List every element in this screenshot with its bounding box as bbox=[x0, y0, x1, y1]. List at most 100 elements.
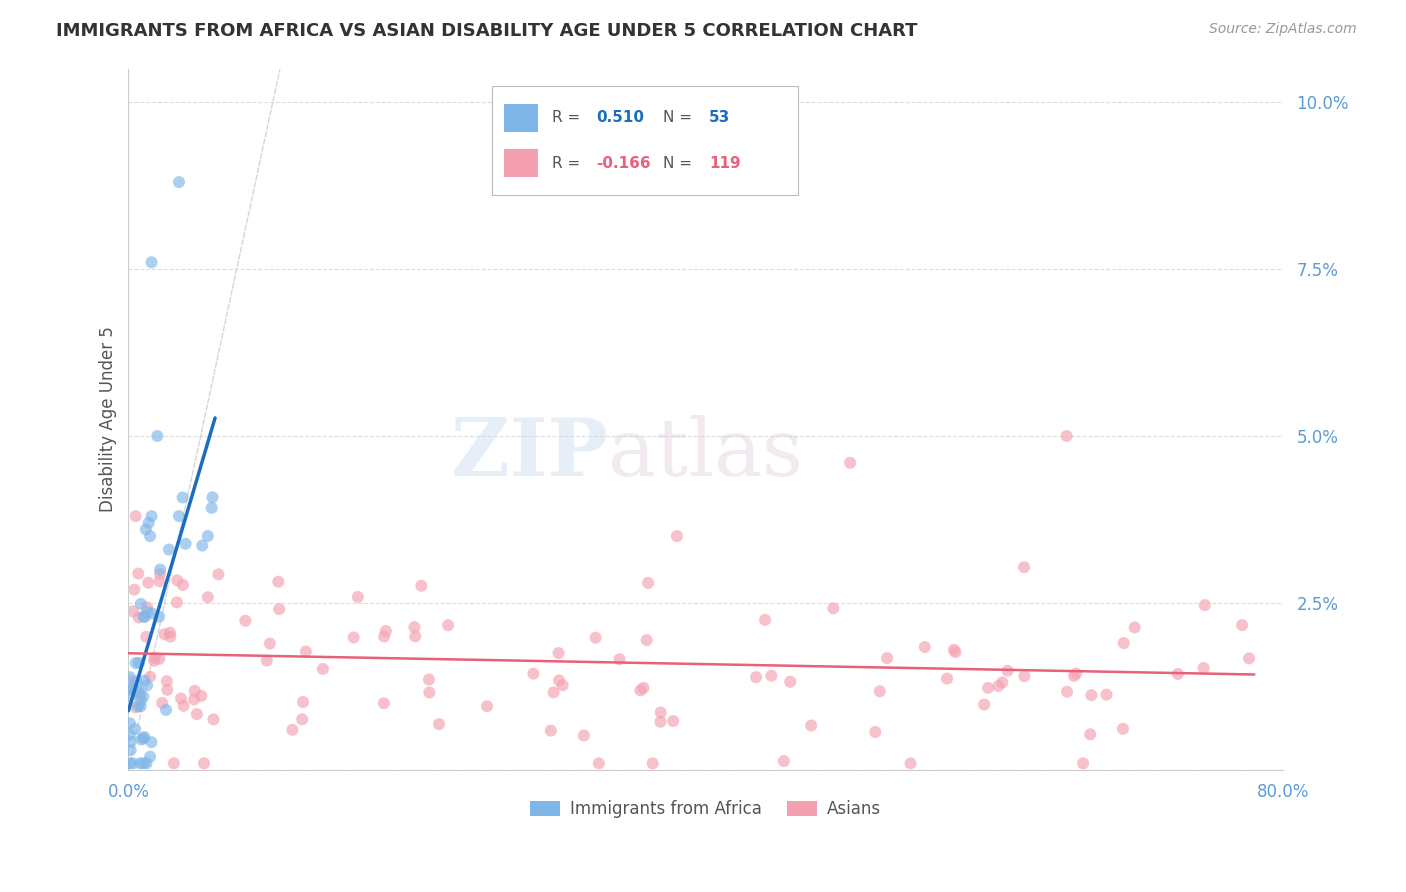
Point bbox=[132, 756, 155, 771]
Point bbox=[207, 567, 229, 582]
Point bbox=[148, 609, 170, 624]
Point bbox=[987, 679, 1010, 693]
Text: 53: 53 bbox=[709, 110, 731, 125]
Point bbox=[127, 566, 149, 581]
Point bbox=[1237, 651, 1260, 665]
Point bbox=[118, 689, 141, 703]
Point bbox=[637, 576, 659, 591]
Point bbox=[630, 683, 652, 698]
Point bbox=[127, 683, 149, 698]
Point bbox=[865, 725, 887, 739]
Point bbox=[839, 456, 862, 470]
Point bbox=[136, 605, 159, 619]
FancyBboxPatch shape bbox=[503, 149, 538, 178]
Point bbox=[773, 754, 796, 768]
Point bbox=[800, 718, 823, 732]
Point bbox=[129, 694, 152, 708]
Point bbox=[540, 723, 562, 738]
Point bbox=[172, 491, 194, 505]
Point bbox=[343, 631, 366, 645]
Point bbox=[135, 523, 157, 537]
Point bbox=[191, 539, 214, 553]
Point bbox=[374, 624, 396, 638]
Point bbox=[139, 670, 162, 684]
Point bbox=[295, 644, 318, 658]
Point bbox=[547, 646, 569, 660]
Point bbox=[522, 666, 544, 681]
Point bbox=[256, 654, 278, 668]
Point bbox=[186, 707, 208, 722]
Point bbox=[148, 574, 170, 589]
Point bbox=[134, 673, 156, 688]
Point bbox=[129, 699, 152, 714]
Point bbox=[551, 678, 574, 692]
Y-axis label: Disability Age Under 5: Disability Age Under 5 bbox=[100, 326, 117, 512]
Point bbox=[193, 756, 215, 771]
Point bbox=[150, 696, 173, 710]
Point bbox=[135, 630, 157, 644]
Point bbox=[233, 614, 256, 628]
Point bbox=[936, 672, 959, 686]
Point bbox=[174, 537, 197, 551]
Point bbox=[172, 578, 194, 592]
Point bbox=[1012, 560, 1035, 574]
Point bbox=[267, 574, 290, 589]
Point bbox=[754, 613, 776, 627]
Point bbox=[183, 692, 205, 706]
Text: N =: N = bbox=[664, 110, 697, 125]
Point bbox=[404, 620, 426, 634]
Point bbox=[291, 712, 314, 726]
Point bbox=[973, 698, 995, 712]
Point bbox=[945, 645, 967, 659]
Point bbox=[146, 429, 169, 443]
Point bbox=[125, 509, 148, 524]
Point bbox=[633, 681, 655, 695]
Text: IMMIGRANTS FROM AFRICA VS ASIAN DISABILITY AGE UNDER 5 CORRELATION CHART: IMMIGRANTS FROM AFRICA VS ASIAN DISABILI… bbox=[56, 22, 918, 40]
Point bbox=[170, 691, 193, 706]
Point bbox=[997, 664, 1019, 678]
Point bbox=[475, 699, 498, 714]
Point bbox=[291, 695, 314, 709]
Point bbox=[1064, 666, 1087, 681]
Point bbox=[166, 574, 188, 588]
Text: N =: N = bbox=[664, 156, 697, 170]
Point bbox=[118, 683, 141, 698]
Point bbox=[197, 591, 219, 605]
Point bbox=[269, 602, 291, 616]
Point bbox=[159, 625, 181, 640]
Point bbox=[876, 651, 898, 665]
Point bbox=[139, 749, 162, 764]
Point bbox=[118, 670, 141, 684]
Point bbox=[1063, 669, 1085, 683]
Point bbox=[143, 650, 166, 665]
Legend: Immigrants from Africa, Asians: Immigrants from Africa, Asians bbox=[523, 794, 889, 825]
Point bbox=[132, 690, 155, 704]
Point bbox=[139, 529, 162, 543]
Point bbox=[411, 579, 433, 593]
Point bbox=[1014, 669, 1036, 683]
Text: atlas: atlas bbox=[607, 416, 803, 493]
Point bbox=[127, 699, 149, 714]
Point bbox=[120, 743, 142, 757]
Point bbox=[548, 673, 571, 688]
Point bbox=[572, 729, 595, 743]
Point bbox=[149, 563, 172, 577]
Point bbox=[418, 685, 440, 699]
Point bbox=[761, 669, 783, 683]
Point bbox=[650, 714, 672, 729]
Point bbox=[1167, 667, 1189, 681]
Point bbox=[153, 627, 176, 641]
Point bbox=[128, 689, 150, 703]
Point bbox=[134, 610, 156, 624]
Point bbox=[143, 654, 166, 668]
Point bbox=[124, 582, 146, 597]
Point bbox=[312, 662, 335, 676]
Point bbox=[138, 516, 160, 530]
Point bbox=[118, 756, 141, 771]
Point bbox=[128, 610, 150, 624]
Point bbox=[977, 681, 1000, 695]
Point bbox=[166, 595, 188, 609]
Point bbox=[118, 727, 141, 741]
Point bbox=[136, 575, 159, 590]
Point bbox=[120, 734, 142, 748]
